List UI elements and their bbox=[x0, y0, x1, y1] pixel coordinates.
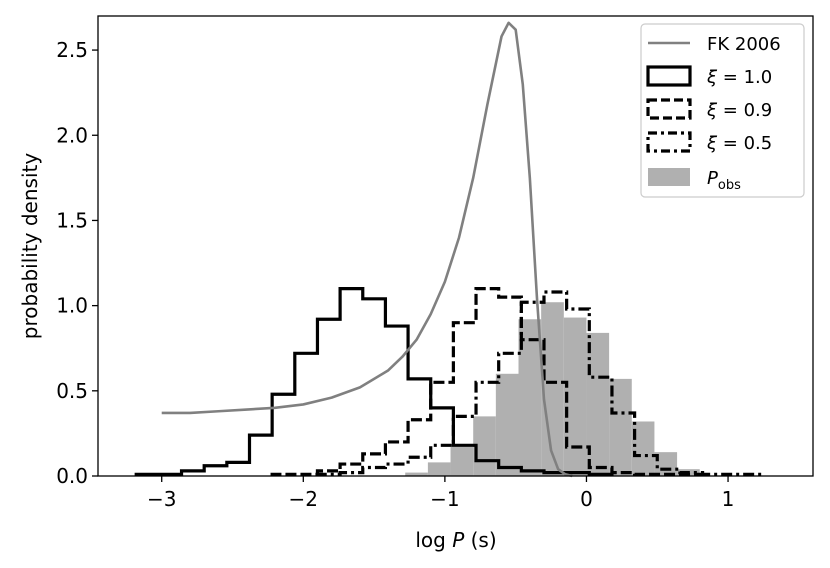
pobs-bar bbox=[518, 319, 542, 476]
series-xi-solid-histogram bbox=[134, 286, 614, 476]
x-tick-label: −2 bbox=[289, 487, 318, 511]
y-axis-label: probability density bbox=[18, 153, 42, 340]
pobs-bar bbox=[541, 302, 564, 476]
pobs-bar bbox=[450, 447, 474, 476]
legend-pobs-swatch bbox=[648, 168, 690, 186]
series-xi-dashed-histogram bbox=[270, 286, 705, 476]
legend-xi-swatch bbox=[646, 131, 692, 153]
series-pobs-bars bbox=[405, 302, 700, 476]
axes: −3 −2 −1 0 1 0.0 0.5 1.0 1.5 2.0 2.5 bbox=[56, 15, 814, 511]
series-xi-dashdot-histogram bbox=[315, 290, 764, 476]
legend-xi-swatch bbox=[646, 98, 692, 120]
x-tick-label: −3 bbox=[147, 487, 176, 511]
pobs-bar bbox=[609, 378, 632, 476]
legend-xi-label: ξ = 0.9 bbox=[706, 100, 772, 121]
y-tick-label: 2.0 bbox=[56, 123, 88, 147]
legend: FK 2006 ξ = 1.0 ξ = 0.9 ξ = 0.5 Pobs bbox=[640, 23, 805, 198]
legend-pobs-label: Pobs bbox=[707, 168, 741, 193]
pobs-bar bbox=[405, 472, 428, 476]
pobs-bar bbox=[631, 421, 655, 476]
pobs-bar bbox=[563, 317, 587, 476]
y-tick-label: 1.5 bbox=[56, 208, 88, 232]
x-tick-label: 0 bbox=[580, 487, 593, 511]
pobs-bar bbox=[427, 462, 451, 476]
series-fk-2006-line bbox=[161, 21, 573, 478]
x-tick-label: 1 bbox=[722, 487, 735, 511]
y-tick-label: 2.5 bbox=[56, 38, 88, 62]
legend-xi-swatch bbox=[646, 65, 692, 87]
y-tick-label: 1.0 bbox=[56, 294, 88, 318]
plot-area bbox=[134, 21, 764, 478]
pobs-bar bbox=[654, 452, 678, 476]
legend-xi-label: ξ = 1.0 bbox=[706, 67, 772, 88]
legend-fk-2006-label: FK 2006 bbox=[707, 34, 781, 55]
x-axis-label: log P (s) bbox=[415, 528, 496, 552]
y-tick-label: 0.0 bbox=[56, 464, 88, 488]
axes-frame bbox=[97, 15, 814, 477]
pobs-bar bbox=[586, 332, 610, 476]
pobs-bar bbox=[495, 373, 519, 476]
legend-xi-label: ξ = 0.5 bbox=[706, 133, 772, 154]
x-tick-label: −1 bbox=[430, 487, 459, 511]
y-tick-label: 0.5 bbox=[56, 379, 88, 403]
